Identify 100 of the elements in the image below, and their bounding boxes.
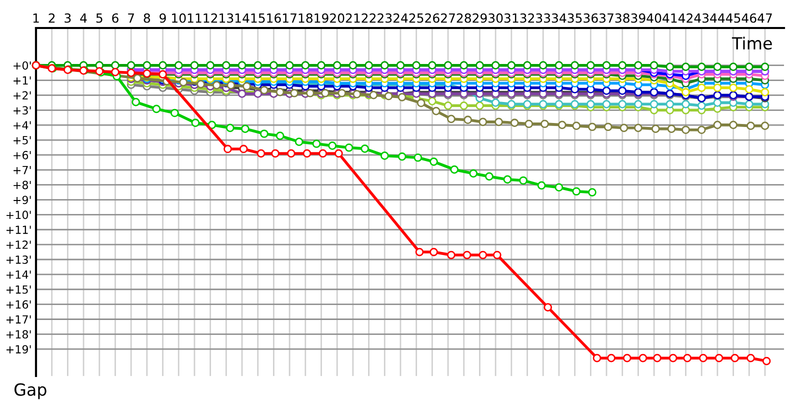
y-tick-label: +5' bbox=[14, 136, 31, 144]
point bbox=[415, 248, 424, 256]
y-tick-label: +2' bbox=[14, 91, 31, 100]
y-tick-label: +18' bbox=[6, 330, 31, 339]
x-tick-label: 19 bbox=[314, 13, 328, 23]
point bbox=[713, 62, 722, 71]
point bbox=[478, 118, 488, 126]
x-tick-label: 14 bbox=[235, 14, 250, 23]
point bbox=[254, 61, 262, 70]
point bbox=[729, 62, 738, 71]
point bbox=[174, 61, 183, 70]
x-tick-label: 39 bbox=[631, 13, 646, 23]
point bbox=[224, 144, 232, 154]
point bbox=[301, 61, 310, 70]
point bbox=[133, 74, 142, 82]
point bbox=[226, 124, 234, 132]
x-tick-label: 36 bbox=[584, 13, 598, 23]
y-tick-label: +12' bbox=[6, 240, 31, 249]
point bbox=[338, 88, 346, 98]
point bbox=[328, 142, 337, 150]
x-tick-label: 12 bbox=[204, 13, 218, 23]
y-tick-label: +15' bbox=[6, 285, 31, 294]
point bbox=[492, 250, 502, 260]
point bbox=[380, 61, 389, 70]
point bbox=[170, 108, 179, 118]
x-tick-label: 13 bbox=[220, 13, 234, 23]
point bbox=[523, 61, 532, 70]
y-tick-label: +10' bbox=[6, 210, 31, 220]
x-tick-label: 17 bbox=[282, 14, 296, 23]
point bbox=[713, 98, 722, 107]
point bbox=[460, 102, 468, 110]
point bbox=[697, 62, 706, 71]
point bbox=[544, 303, 552, 312]
x-tick-label: 25 bbox=[409, 13, 424, 23]
point bbox=[364, 61, 373, 70]
x-tick-label: 24 bbox=[393, 13, 408, 23]
point bbox=[586, 61, 595, 70]
point bbox=[760, 62, 770, 71]
point bbox=[260, 130, 268, 138]
point bbox=[469, 169, 478, 178]
x-tick-label: 34 bbox=[552, 13, 566, 23]
point bbox=[634, 100, 642, 108]
point bbox=[344, 143, 354, 152]
point bbox=[428, 97, 436, 106]
x-tick-label: 22 bbox=[362, 13, 376, 23]
point bbox=[588, 122, 596, 132]
point bbox=[126, 61, 136, 70]
point bbox=[682, 62, 690, 71]
point bbox=[352, 90, 362, 98]
point bbox=[321, 88, 330, 98]
point bbox=[270, 61, 278, 70]
point bbox=[604, 122, 612, 132]
x-tick-label: 11 bbox=[188, 14, 202, 23]
point bbox=[158, 61, 167, 70]
point bbox=[697, 126, 706, 134]
point bbox=[276, 132, 284, 140]
x-tick-label: 41 bbox=[662, 14, 677, 23]
point bbox=[586, 100, 595, 108]
y-tick-label: +6' bbox=[14, 150, 31, 160]
point bbox=[713, 120, 722, 130]
point bbox=[294, 138, 304, 146]
y-tick-label: +16' bbox=[6, 300, 31, 309]
point bbox=[476, 61, 484, 70]
point bbox=[369, 90, 378, 100]
x-axis-title: Time bbox=[732, 36, 772, 50]
point bbox=[412, 61, 421, 70]
point bbox=[524, 120, 534, 128]
point bbox=[444, 61, 452, 70]
point bbox=[537, 181, 546, 190]
x-tick-label: 21 bbox=[346, 13, 360, 23]
point bbox=[460, 61, 468, 70]
point bbox=[462, 250, 472, 260]
x-tick-label: 27 bbox=[440, 13, 455, 23]
x-tick-label: 35 bbox=[568, 13, 582, 23]
point bbox=[348, 61, 358, 70]
point bbox=[432, 106, 440, 116]
point bbox=[318, 149, 328, 158]
point bbox=[682, 126, 690, 134]
point bbox=[668, 354, 678, 362]
x-tick-label: 6 bbox=[112, 13, 118, 23]
point bbox=[540, 120, 549, 128]
point bbox=[729, 120, 738, 130]
x-tick-label: 29 bbox=[472, 13, 487, 23]
point bbox=[241, 124, 250, 133]
point bbox=[554, 183, 564, 192]
point bbox=[730, 354, 740, 362]
point bbox=[697, 102, 706, 110]
point bbox=[503, 175, 512, 184]
x-tick-label: 3 bbox=[64, 13, 71, 23]
x-tick-label: 30 bbox=[488, 13, 503, 23]
x-tick-label: 8 bbox=[144, 13, 150, 23]
point bbox=[239, 144, 248, 154]
y-tick-label: +17' bbox=[6, 315, 31, 324]
x-tick-label: 42 bbox=[678, 13, 692, 23]
x-tick-label: 32 bbox=[520, 13, 534, 23]
point bbox=[334, 149, 343, 158]
y-tick-label: +4' bbox=[14, 121, 31, 130]
point bbox=[697, 84, 706, 92]
point bbox=[271, 149, 280, 158]
point bbox=[384, 92, 393, 100]
